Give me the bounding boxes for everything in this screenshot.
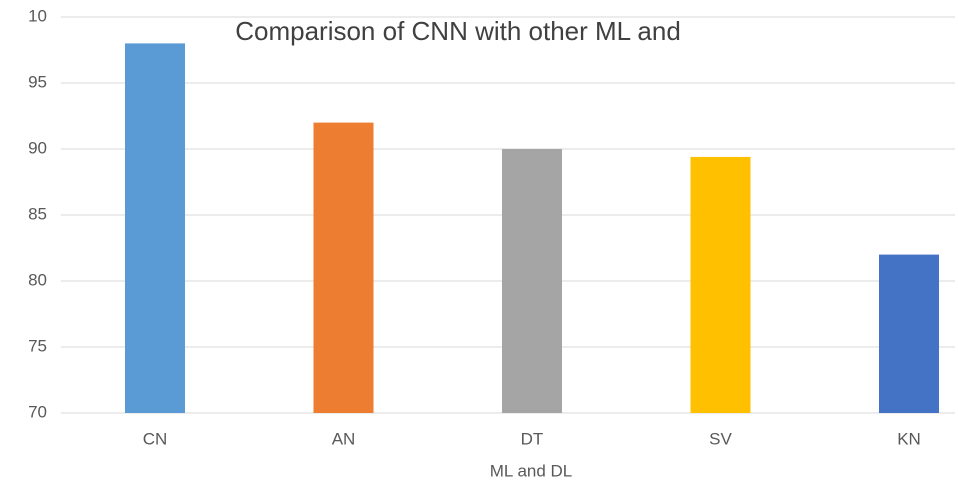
chart-title: Comparison of CNN with other ML and [235, 16, 681, 46]
x-tick-label: DT [521, 429, 544, 448]
bar [125, 43, 185, 414]
x-tick-label: KN [897, 429, 921, 448]
bar [313, 122, 374, 413]
bar [502, 149, 562, 413]
plot: 70 75 80 85 90 95 10 CN AN DT SV KN [28, 6, 955, 448]
y-tick-label: 90 [28, 138, 47, 157]
y-tick-label: 80 [28, 270, 47, 289]
x-tick-label: CN [143, 429, 168, 448]
x-axis-title: ML and DL [490, 461, 573, 480]
y-tick-label: 10 [28, 6, 47, 25]
y-tick-label: 75 [28, 336, 47, 355]
y-tick-label: 85 [28, 204, 47, 223]
x-tick-label: SV [709, 429, 732, 448]
y-tick-label: 95 [28, 72, 47, 91]
bar [690, 156, 751, 414]
y-tick-label: 70 [28, 402, 47, 421]
x-tick-label: AN [332, 429, 356, 448]
bar [879, 254, 939, 413]
